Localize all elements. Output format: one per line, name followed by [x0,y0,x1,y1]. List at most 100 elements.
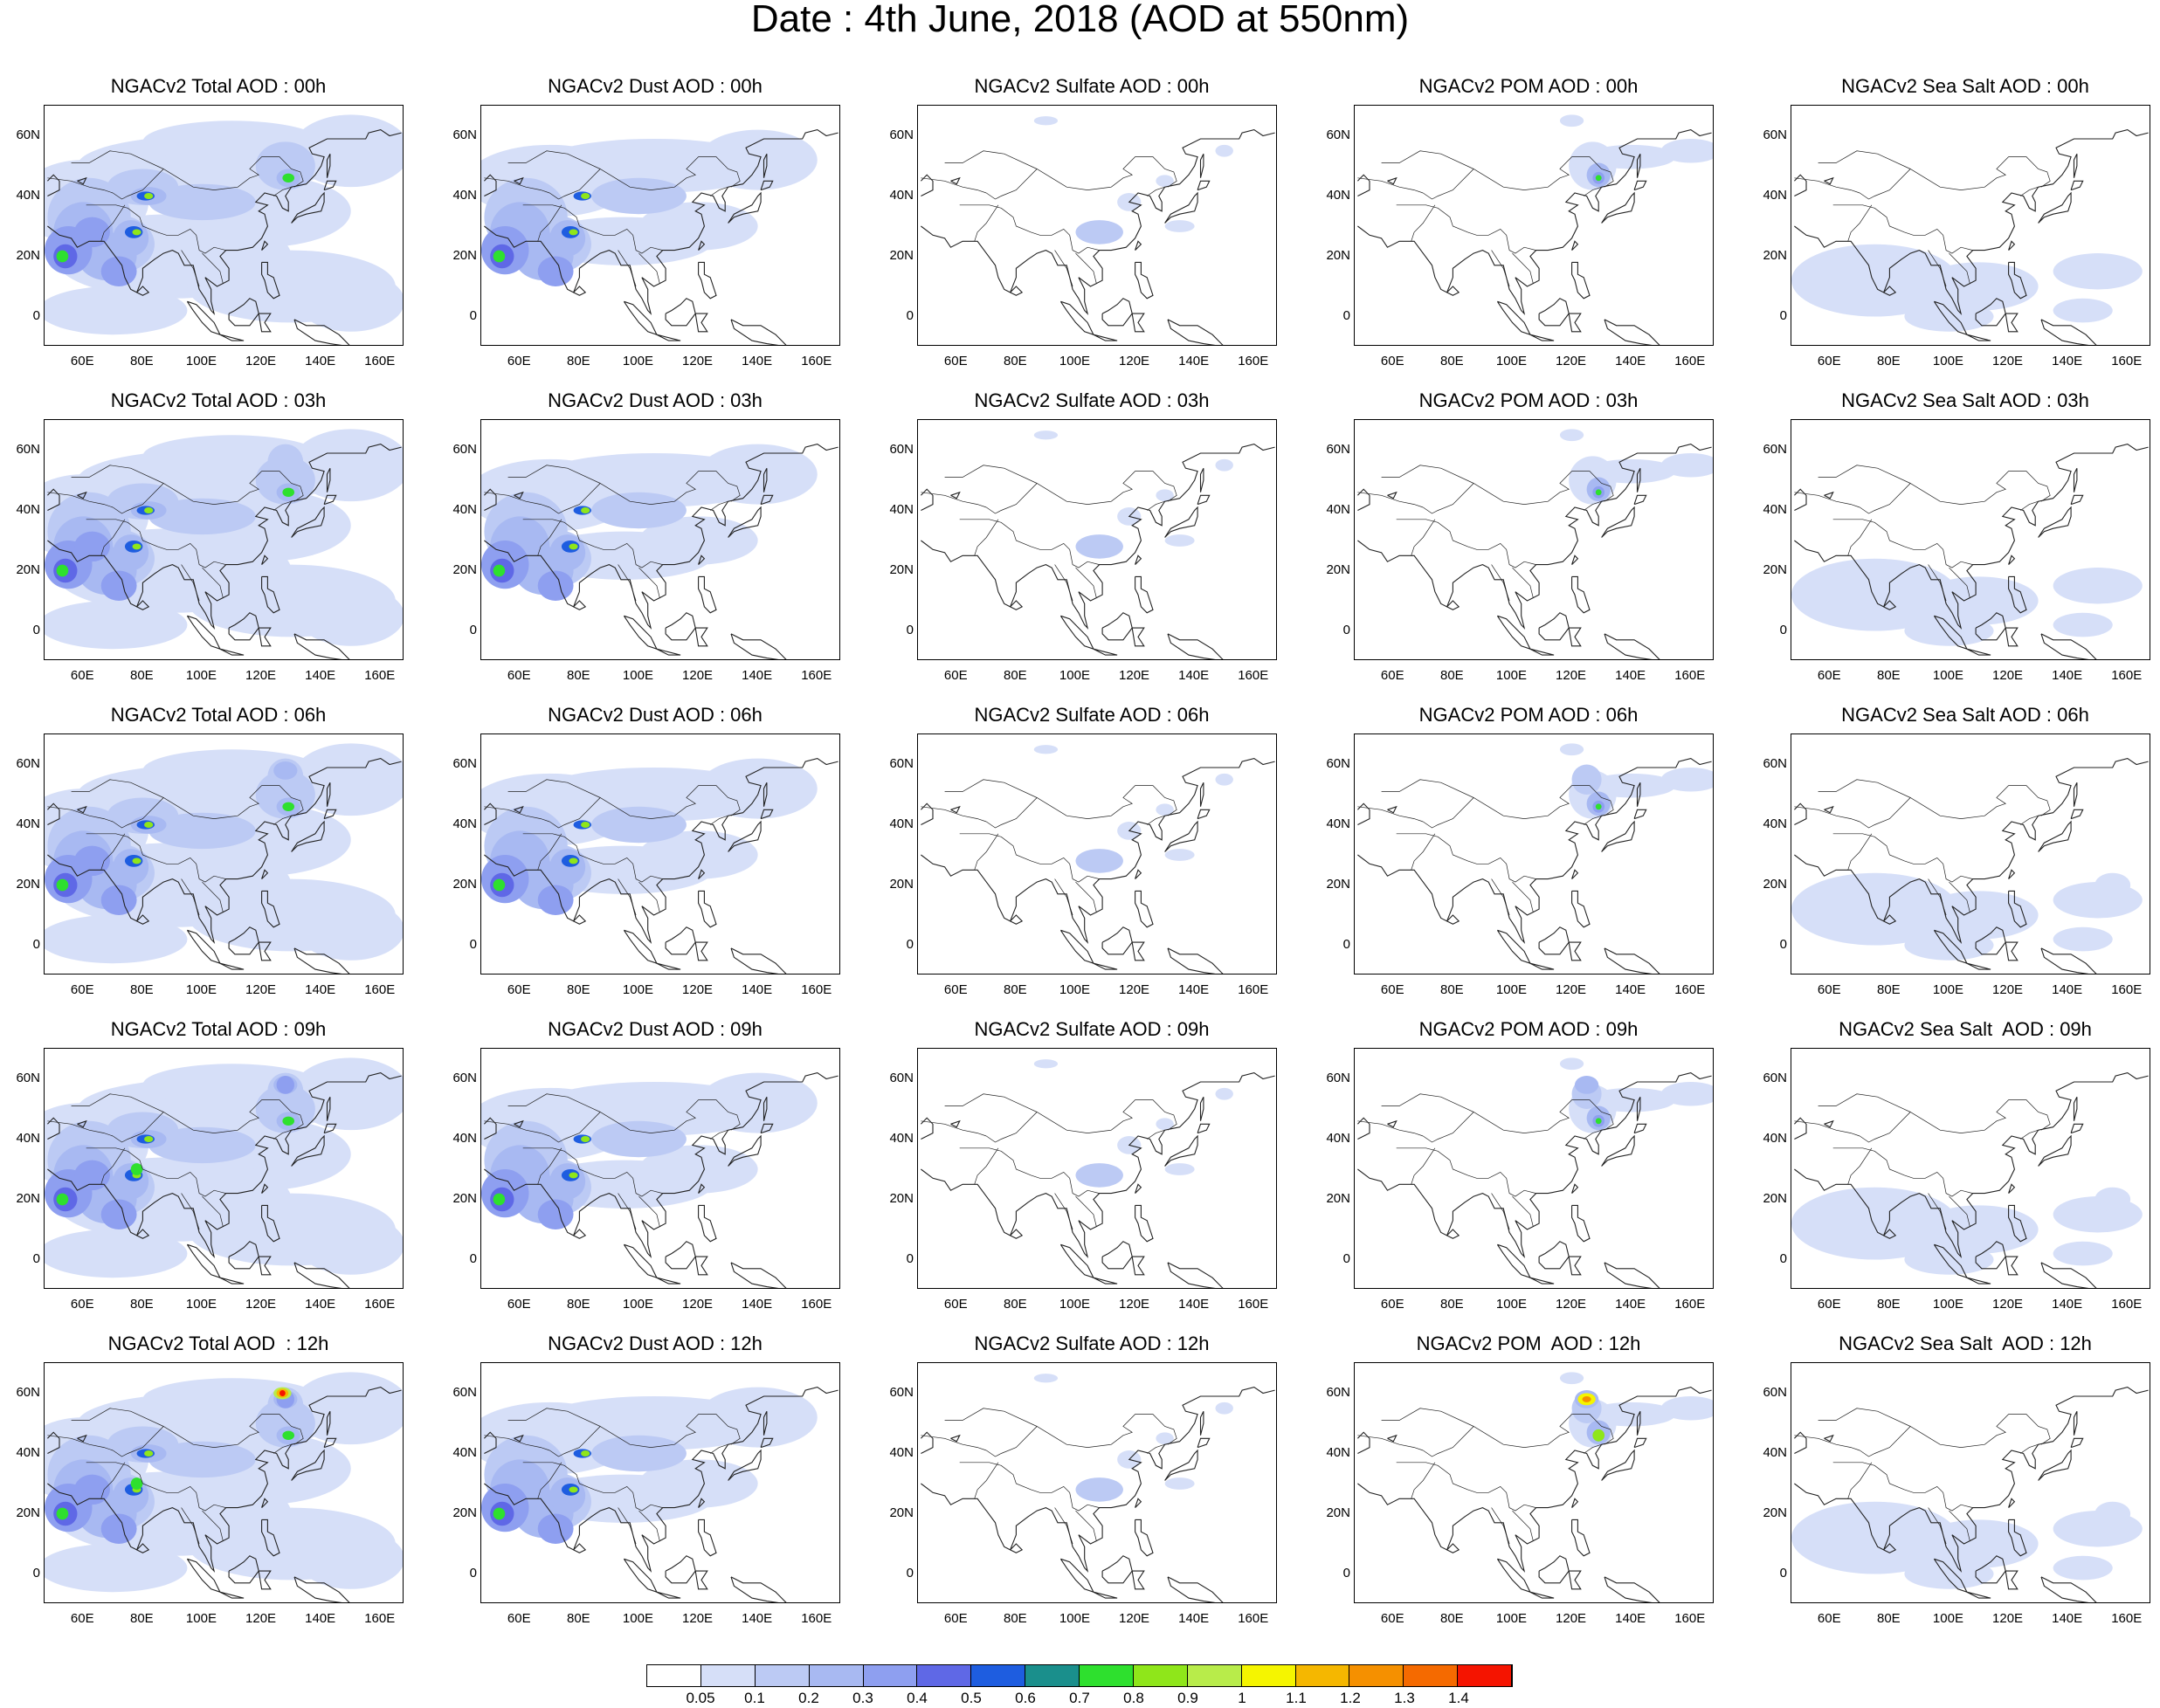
aod-contour-area [569,1172,578,1179]
country-border [1054,878,1073,916]
lat-tick-label: 40N [889,501,914,517]
country-border [522,833,663,883]
coastline [1093,1591,1118,1599]
country-border [484,492,550,508]
lon-tick-label: 160E [2111,1611,2143,1626]
country-border [1832,1462,1973,1512]
aod-field-map [481,1387,838,1602]
lon-tick-label: 80E [1004,354,1027,368]
coastline [763,153,768,178]
country-border [1949,567,1970,598]
country-border [944,465,1038,484]
lon-tick-label: 140E [1615,1611,1646,1626]
coastline [323,1437,337,1449]
country-border [974,1147,999,1185]
country-border [638,1510,660,1541]
aod-field-map [481,758,838,974]
aod-field-map [45,1057,403,1288]
aod-field-map [1791,444,2149,659]
country-border [202,881,224,913]
aod-contour-area [74,531,110,562]
map-panel-sulfate-12h: NGACv2 Sulfate AOD : 12h 60N 40N 20N 0 60E 80E… [873,1333,1310,1647]
coastline [1387,491,1397,499]
country-border [921,1435,987,1451]
country-border [113,471,304,514]
coastline [760,1437,774,1449]
map-panel-sulfate-06h: NGACv2 Sulfate AOD : 06h 60N 40N 20N 0 60E 80E… [873,704,1310,1018]
lat-tick-label: 40N [1763,1444,1787,1460]
coastline [730,947,787,974]
aod-contour-area [1660,452,1713,478]
country-border [1423,471,1614,514]
country-border [1847,833,1873,871]
lat-tick-label: 0 [469,1565,477,1581]
coastline [665,1241,696,1270]
coastline [2008,1519,2027,1557]
aod-contour-area [282,1430,295,1440]
aod-contour-area [1033,116,1059,126]
aod-contour-area [1156,1118,1174,1131]
lat-tick-label: 20N [889,1505,914,1520]
coastline [1933,1558,1968,1594]
coastline [1966,1277,1991,1284]
lat-tick-label: 20N [1763,1505,1787,1520]
lon-tick-label: 60E [70,354,94,368]
lon-tick-label: 100E [622,982,653,997]
coastline [1529,334,1555,341]
map-panel-sulfate-00h: NGACv2 Sulfate AOD : 00h 60N 40N 20N 0 60E 80E… [873,75,1310,389]
coastline [1135,261,1154,300]
country-border [921,1120,987,1137]
coastline [258,1256,272,1276]
coastline [258,627,272,647]
coastline [1933,300,1968,336]
aod-contour-area [581,822,590,828]
coastline [1568,1256,1582,1276]
lat-tick-label: 0 [1779,622,1787,637]
lon-tick-label: 60E [1817,1297,1841,1312]
aod-contour-area [1164,220,1195,232]
map-panel-sulfate-09h: NGACv2 Sulfate AOD : 09h 60N 40N 20N 0 60E 80E… [873,1018,1310,1333]
lon-tick-label: 140E [305,668,336,683]
lon-tick-label: 60E [507,668,531,683]
lat-tick-label: 40N [16,816,40,831]
coastline [2070,809,2084,820]
lon-tick-label: 140E [305,1611,336,1626]
coastline [293,633,350,659]
lon-tick-label: 160E [364,354,396,368]
country-border [1794,177,1860,194]
lon-tick-label: 120E [1556,1611,1587,1626]
coastline [484,174,497,196]
lon-tick-label: 60E [1380,354,1404,368]
coastline [1387,176,1397,185]
lon-tick-label: 140E [1178,982,1210,997]
coastline [228,1241,259,1270]
coastline [1357,174,1370,196]
coastline [2005,1256,2019,1276]
coastline [323,1123,337,1134]
country-border [710,500,728,511]
country-border [202,1195,224,1227]
aod-contour-area [2053,298,2113,323]
coastline [698,240,706,251]
coastline [326,782,331,807]
lat-tick-label: 60N [16,1384,40,1400]
coastline [326,153,331,178]
country-border [100,833,126,871]
aod-contour-area [113,1477,149,1514]
lon-tick-label: 160E [1674,982,1706,997]
coastline [1010,1229,1024,1239]
map-frame [917,1048,1277,1289]
coastline [1387,1119,1397,1128]
coastline [1633,1437,1647,1449]
lon-tick-label: 120E [245,1611,277,1626]
coastline [656,648,681,656]
coastline [1604,947,1660,974]
lat-tick-label: 0 [32,622,40,637]
coastline [623,1558,658,1594]
coastline [2008,1183,2016,1194]
aod-contour-area [493,878,506,892]
panel-title: NGACv2 Dust AOD : 06h [548,704,763,726]
coastline [77,1434,87,1443]
country-border [1357,492,1424,508]
country-border [1357,177,1424,194]
